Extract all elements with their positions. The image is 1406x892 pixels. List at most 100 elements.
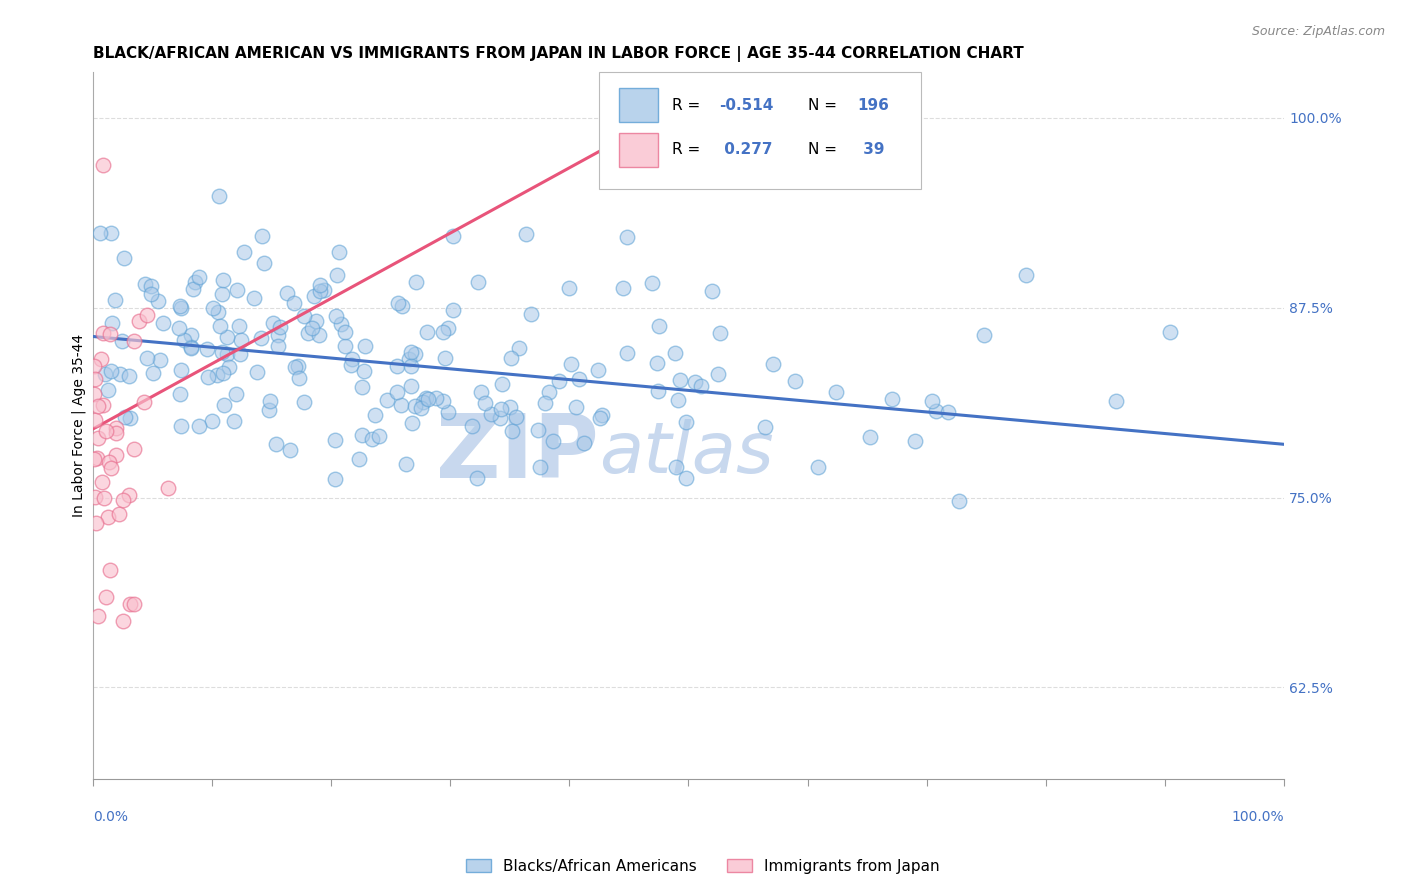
Text: 39: 39 — [858, 143, 884, 157]
Point — [333, 339, 356, 353]
Point — [228, 319, 250, 334]
Point — [328, 245, 350, 260]
Point — [91, 326, 114, 340]
Point — [560, 357, 582, 371]
Point — [401, 416, 423, 430]
Point — [675, 471, 697, 485]
Point — [354, 339, 377, 353]
Point — [252, 228, 274, 243]
Point — [436, 405, 458, 419]
Point — [118, 368, 141, 383]
Text: 100.0%: 100.0% — [1232, 810, 1284, 824]
Text: R =: R = — [672, 143, 704, 157]
Point — [287, 359, 309, 373]
Point — [648, 319, 671, 334]
Point — [111, 334, 134, 348]
Point — [98, 327, 121, 342]
Point — [323, 433, 346, 447]
Point — [173, 333, 195, 347]
Point — [645, 356, 668, 370]
Point — [640, 277, 662, 291]
Point — [91, 398, 114, 412]
Point — [128, 314, 150, 328]
Point — [936, 405, 959, 419]
Point — [233, 245, 256, 260]
Point — [404, 347, 426, 361]
Point — [83, 413, 105, 427]
Text: Source: ZipAtlas.com: Source: ZipAtlas.com — [1251, 25, 1385, 38]
Point — [405, 275, 427, 289]
Point — [135, 308, 157, 322]
Point — [395, 457, 418, 471]
Point — [250, 331, 273, 345]
Point — [588, 363, 610, 377]
Point — [675, 415, 697, 429]
Point — [205, 368, 228, 383]
Point — [325, 268, 347, 282]
Text: 0.0%: 0.0% — [93, 810, 128, 824]
Point — [515, 227, 537, 241]
Point — [529, 459, 551, 474]
Point — [437, 321, 460, 335]
Point — [491, 377, 513, 392]
Text: ZIP: ZIP — [436, 410, 599, 497]
Point — [170, 362, 193, 376]
Point — [267, 328, 290, 343]
Point — [325, 309, 347, 323]
Point — [208, 189, 231, 203]
Point — [668, 373, 690, 387]
Point — [352, 379, 374, 393]
Point — [505, 409, 527, 424]
Point — [211, 345, 233, 359]
Point — [83, 372, 105, 386]
Point — [269, 319, 291, 334]
Point — [156, 481, 179, 495]
Point — [389, 398, 412, 412]
Point — [97, 383, 120, 397]
Point — [305, 314, 328, 328]
Point — [215, 347, 238, 361]
Point — [169, 299, 191, 313]
Point — [391, 299, 413, 313]
Point — [120, 410, 142, 425]
Point — [93, 368, 115, 382]
Point — [616, 230, 638, 244]
Point — [488, 411, 510, 425]
Point — [880, 392, 903, 406]
Point — [401, 345, 423, 359]
Point — [616, 345, 638, 359]
Point — [225, 386, 247, 401]
Point — [360, 432, 382, 446]
Point — [94, 424, 117, 438]
Text: -0.514: -0.514 — [720, 98, 773, 112]
Point — [589, 410, 612, 425]
Point — [90, 352, 112, 367]
Point — [84, 491, 107, 505]
Point — [323, 472, 346, 486]
Point — [139, 278, 162, 293]
Point — [499, 351, 522, 365]
Point — [412, 395, 434, 409]
Point — [707, 368, 730, 382]
Text: R =: R = — [672, 98, 704, 112]
Point — [425, 391, 447, 405]
Point — [292, 394, 315, 409]
Point — [142, 366, 165, 380]
Point — [284, 360, 307, 375]
Point — [218, 359, 240, 374]
Point — [83, 387, 105, 401]
Point — [434, 351, 457, 365]
Point — [364, 409, 387, 423]
Point — [283, 296, 305, 310]
Point — [297, 326, 319, 340]
Point — [86, 399, 108, 413]
Point — [169, 387, 191, 401]
Point — [508, 341, 530, 355]
Point — [229, 333, 252, 347]
Point — [807, 459, 830, 474]
Point — [104, 293, 127, 307]
Point — [105, 421, 128, 435]
Point — [783, 374, 806, 388]
Point — [302, 289, 325, 303]
Point — [568, 372, 591, 386]
